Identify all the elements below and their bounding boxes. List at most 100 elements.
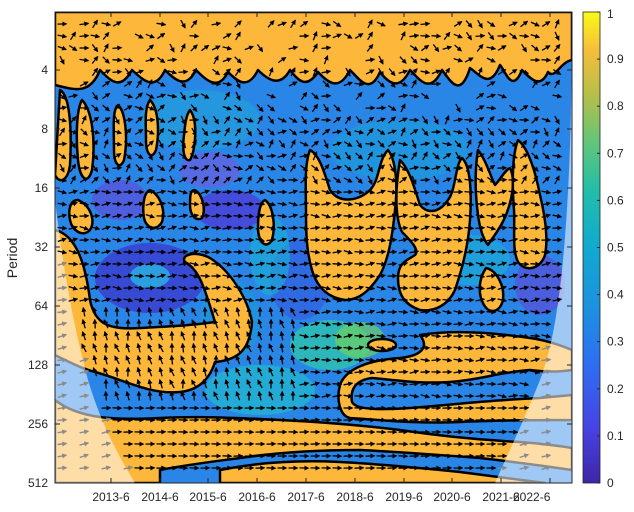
phase-arrow: [433, 175, 439, 185]
phase-arrow: [486, 225, 497, 231]
phase-arrow: [310, 249, 321, 255]
phase-arrow: [477, 19, 483, 29]
phase-arrow: [91, 163, 99, 173]
phase-arrow: [376, 105, 387, 111]
phase-arrow: [443, 128, 451, 136]
phase-arrow: [123, 237, 134, 243]
phase-arrow: [57, 249, 68, 255]
phase-arrow: [519, 33, 530, 39]
phase-arrow: [112, 201, 123, 207]
phase-arrow: [530, 273, 541, 279]
phase-arrow: [90, 201, 101, 207]
phase-arrow: [411, 139, 417, 149]
phase-arrow: [466, 139, 472, 149]
phase-arrow: [497, 93, 507, 99]
phase-arrow: [101, 285, 112, 291]
phase-arrow: [542, 140, 550, 148]
phase-arrow: [178, 249, 189, 255]
phase-arrow: [79, 273, 90, 279]
phase-arrow: [442, 45, 453, 51]
phase-arrow: [475, 261, 485, 267]
phase-arrow: [267, 116, 275, 125]
phase-arrow: [365, 309, 376, 315]
phase-arrow: [486, 57, 496, 63]
phase-arrow: [68, 237, 79, 243]
phase-arrow: [477, 67, 483, 77]
phase-arrow: [541, 117, 551, 123]
phase-arrow: [201, 176, 209, 184]
phase-arrow: [68, 273, 79, 279]
phase-arrow: [223, 91, 231, 101]
phase-arrow: [541, 201, 552, 207]
phase-arrow: [488, 139, 494, 149]
phase-arrow: [157, 127, 165, 136]
phase-arrow: [178, 69, 189, 75]
phase-arrow: [475, 189, 486, 195]
phase-arrow: [354, 225, 365, 231]
phase-arrow: [123, 201, 134, 207]
phase-arrow: [442, 285, 453, 291]
phase-arrow: [124, 152, 132, 160]
phase-arrow: [178, 285, 189, 291]
phase-arrow: [431, 33, 442, 39]
phase-arrow: [113, 103, 121, 113]
phase-arrow: [519, 249, 529, 255]
phase-arrow: [277, 117, 287, 123]
phase-arrow: [554, 19, 560, 29]
phase-arrow: [387, 140, 397, 148]
phase-arrow: [169, 307, 175, 317]
phase-arrow: [68, 225, 79, 231]
phase-arrow: [530, 249, 541, 255]
phase-arrow: [299, 393, 310, 399]
phase-arrow: [288, 201, 299, 207]
phase-arrow: [124, 140, 133, 148]
phase-arrow: [453, 201, 464, 207]
phase-arrow: [134, 249, 145, 255]
phase-arrow: [145, 117, 156, 123]
phase-arrow: [552, 68, 562, 76]
phase-arrow: [288, 273, 299, 279]
phase-arrow: [321, 177, 332, 183]
colorbar-tick-label: 0.3: [607, 335, 624, 349]
phase-arrow: [519, 261, 530, 267]
phase-arrow: [169, 175, 175, 185]
phase-arrow: [268, 306, 274, 317]
phase-arrow: [486, 20, 496, 28]
phase-arrow: [343, 177, 353, 183]
phase-arrow: [180, 318, 186, 329]
phase-arrow: [146, 44, 154, 52]
phase-arrow: [420, 57, 431, 63]
phase-arrow: [431, 345, 442, 351]
colorbar-tick-label: 0.2: [607, 382, 624, 396]
phase-arrow: [211, 297, 222, 303]
phase-arrow: [475, 225, 486, 231]
phase-arrow: [57, 237, 67, 243]
phase-arrow: [409, 165, 420, 171]
phase-arrow: [387, 225, 398, 231]
phase-arrow: [497, 261, 508, 267]
phase-arrow: [354, 381, 365, 387]
phase-arrow: [68, 44, 78, 52]
phase-arrow: [101, 189, 112, 195]
phase-arrow: [299, 225, 310, 231]
phase-arrow: [222, 105, 232, 111]
phase-arrow: [277, 273, 287, 279]
phase-arrow: [223, 68, 231, 76]
phase-arrow: [288, 261, 299, 267]
phase-arrow: [387, 201, 398, 207]
phase-arrow: [453, 129, 464, 135]
phase-arrow: [499, 151, 505, 161]
phase-arrow: [442, 189, 453, 195]
phase-arrow: [310, 117, 320, 123]
phase-arrow: [266, 189, 277, 195]
phase-arrow: [156, 81, 166, 87]
phase-arrow: [266, 165, 276, 171]
phase-arrow: [475, 201, 486, 207]
phase-arrow: [134, 213, 145, 219]
phase-arrow: [57, 189, 68, 195]
phase-arrow: [486, 93, 496, 99]
phase-arrow: [508, 21, 518, 27]
phase-arrow: [508, 117, 518, 123]
phase-arrow: [68, 189, 79, 195]
